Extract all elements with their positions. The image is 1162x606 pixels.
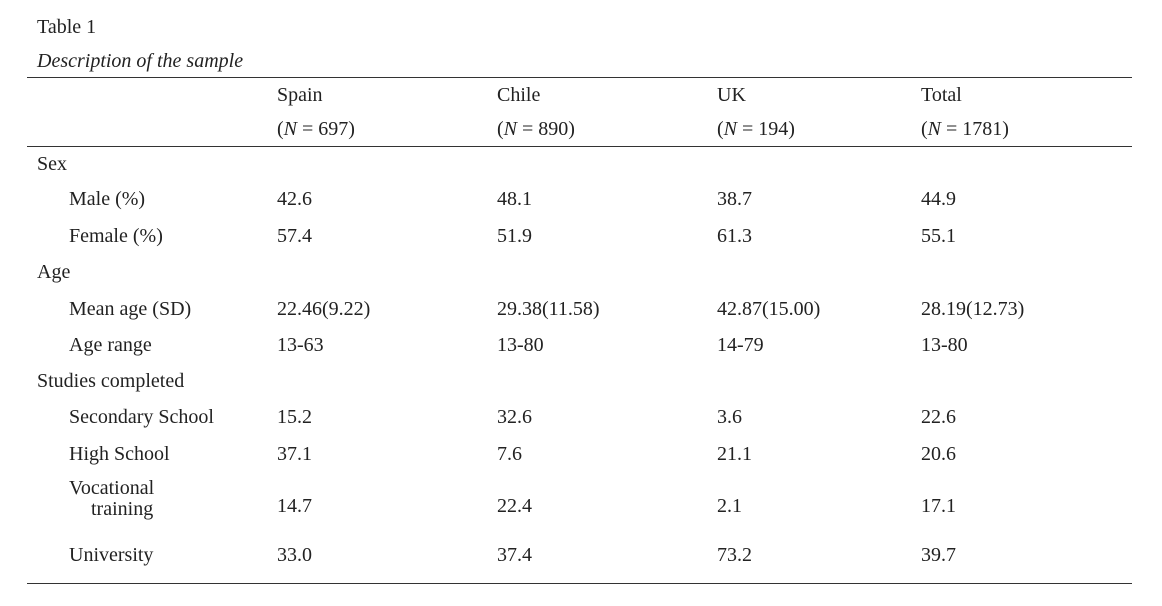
section-label-sex: Sex	[37, 153, 67, 175]
column-header-total: Total	[921, 84, 962, 106]
cell-high-school-total: 20.6	[921, 443, 956, 465]
cell-mean-age-spain: 22.46(9.22)	[277, 298, 371, 320]
column-n-spain: (N = 697)	[277, 118, 355, 140]
column-header-uk: UK	[717, 84, 746, 106]
cell-age-range-chile: 13-80	[497, 334, 544, 356]
cell-female-total: 55.1	[921, 225, 956, 247]
top-rule	[27, 77, 1132, 78]
section-label-studies: Studies completed	[37, 370, 185, 392]
table-label: Table 1	[37, 16, 97, 38]
row-label-vocational-line2: training	[91, 498, 154, 520]
column-header-spain: Spain	[277, 84, 323, 106]
row-label-male: Male (%)	[69, 188, 146, 210]
row-label-age-range: Age range	[69, 334, 152, 356]
cell-age-range-spain: 13-63	[277, 334, 324, 356]
cell-secondary-chile: 32.6	[497, 406, 532, 428]
cell-high-school-chile: 7.6	[497, 443, 522, 465]
cell-vocational-spain: 14.7	[277, 495, 312, 517]
section-label-age: Age	[37, 261, 71, 283]
row-label-female: Female (%)	[69, 225, 163, 247]
row-label-high-school: High School	[69, 443, 170, 465]
column-n-total: (N = 1781)	[921, 118, 1009, 140]
cell-university-spain: 33.0	[277, 544, 312, 566]
cell-male-chile: 48.1	[497, 188, 532, 210]
cell-female-uk: 61.3	[717, 225, 752, 247]
cell-vocational-total: 17.1	[921, 495, 956, 517]
cell-age-range-total: 13-80	[921, 334, 968, 356]
cell-university-total: 39.7	[921, 544, 956, 566]
cell-high-school-spain: 37.1	[277, 443, 312, 465]
row-label-vocational-training: Vocational training	[69, 478, 154, 520]
cell-vocational-chile: 22.4	[497, 495, 532, 517]
cell-secondary-total: 22.6	[921, 406, 956, 428]
column-n-uk: (N = 194)	[717, 118, 795, 140]
column-header-chile: Chile	[497, 84, 541, 106]
cell-mean-age-total: 28.19(12.73)	[921, 298, 1025, 320]
cell-secondary-uk: 3.6	[717, 406, 742, 428]
row-label-mean-age: Mean age (SD)	[69, 298, 192, 320]
cell-male-total: 44.9	[921, 188, 956, 210]
cell-age-range-uk: 14-79	[717, 334, 764, 356]
cell-male-uk: 38.7	[717, 188, 752, 210]
bottom-rule	[27, 583, 1132, 584]
cell-female-chile: 51.9	[497, 225, 532, 247]
cell-secondary-spain: 15.2	[277, 406, 312, 428]
header-rule	[27, 146, 1132, 147]
table-caption: Description of the sample	[37, 50, 244, 72]
cell-high-school-uk: 21.1	[717, 443, 752, 465]
row-label-secondary-school: Secondary School	[69, 406, 214, 428]
cell-mean-age-chile: 29.38(11.58)	[497, 298, 600, 320]
cell-female-spain: 57.4	[277, 225, 312, 247]
cell-university-chile: 37.4	[497, 544, 532, 566]
cell-university-uk: 73.2	[717, 544, 752, 566]
column-n-chile: (N = 890)	[497, 118, 575, 140]
cell-male-spain: 42.6	[277, 188, 312, 210]
row-label-university: University	[69, 544, 154, 566]
cell-vocational-uk: 2.1	[717, 495, 742, 517]
cell-mean-age-uk: 42.87(15.00)	[717, 298, 821, 320]
row-label-vocational-line1: Vocational	[69, 477, 155, 499]
